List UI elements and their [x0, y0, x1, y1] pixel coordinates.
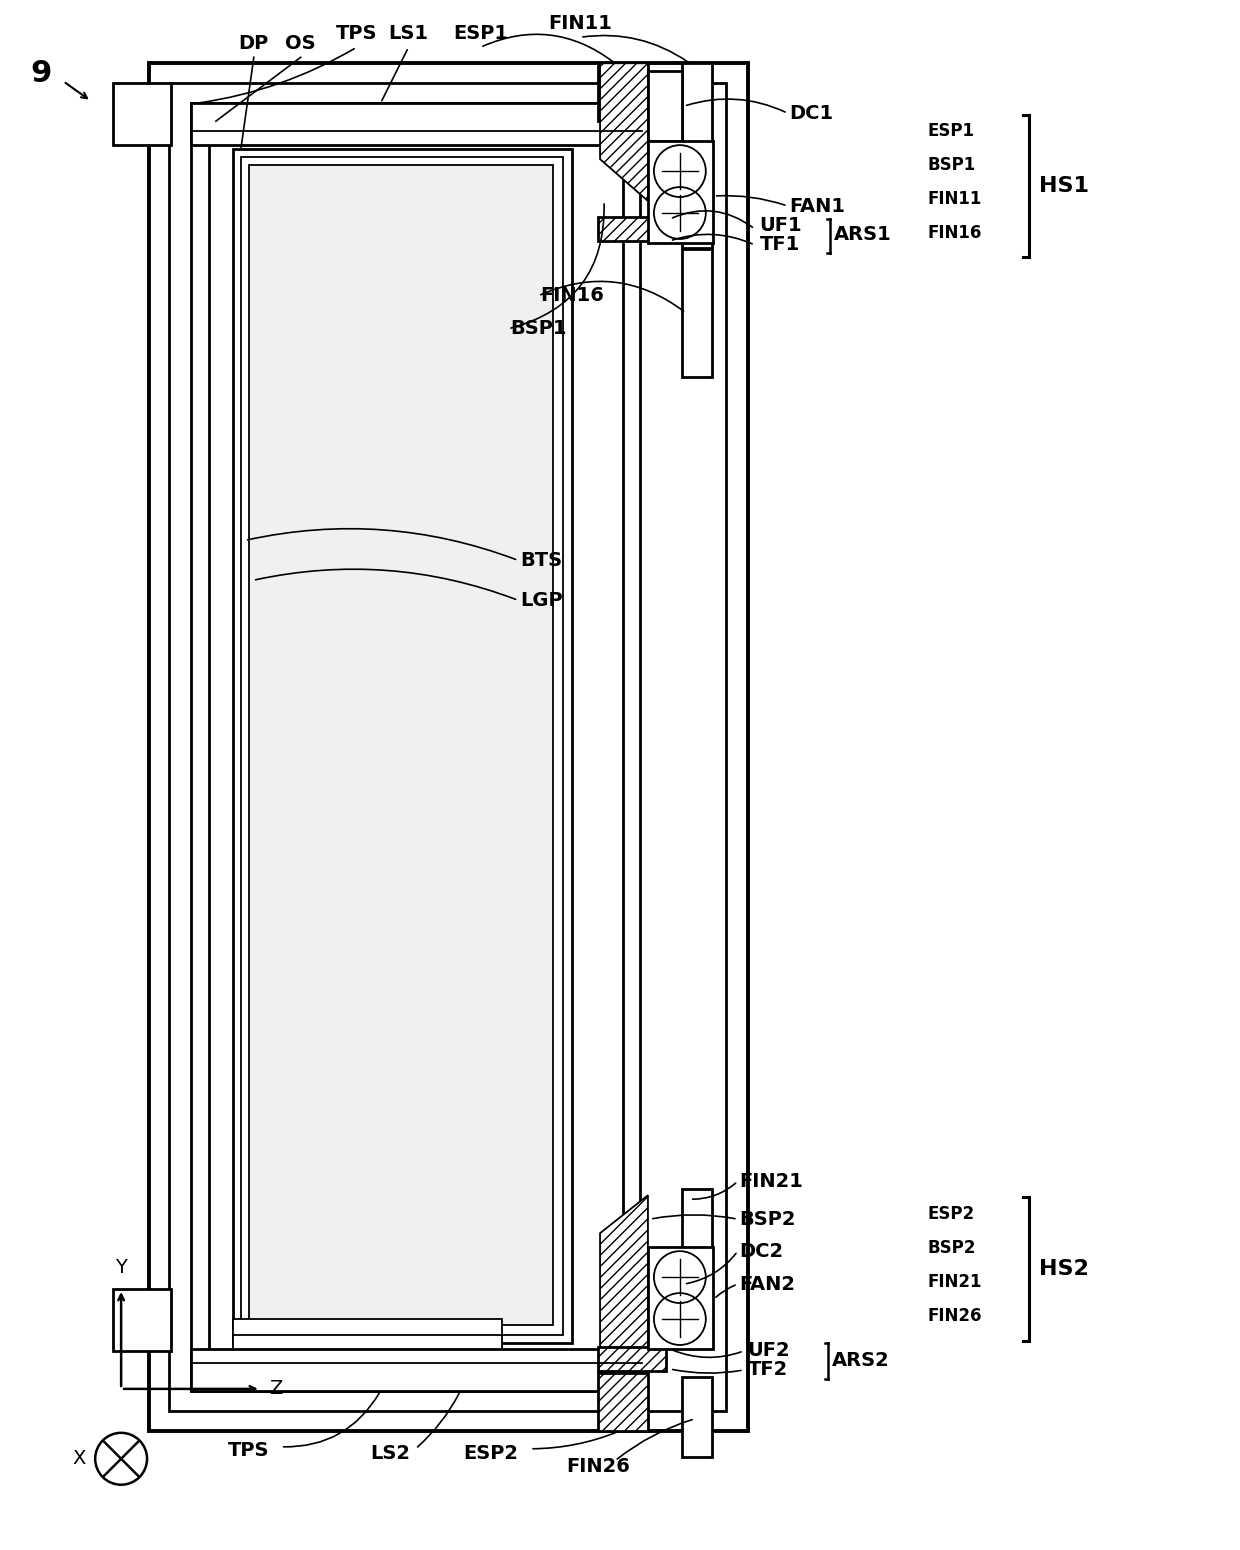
Text: DC2: DC2	[740, 1242, 784, 1260]
Bar	[598, 217, 666, 240]
Bar	[649, 1252, 682, 1324]
Bar	[149, 64, 748, 1431]
Bar	[682, 1189, 712, 1318]
Bar	[598, 1373, 649, 1431]
Text: FAN1: FAN1	[790, 197, 846, 215]
Bar	[191, 104, 642, 146]
Bar	[113, 84, 171, 146]
Text: BSP1: BSP1	[928, 157, 976, 174]
Bar	[169, 84, 725, 1410]
Bar	[191, 1348, 642, 1390]
Text: LS2: LS2	[371, 1445, 410, 1463]
Bar	[191, 104, 640, 1390]
Text: FIN26: FIN26	[567, 1457, 630, 1476]
Text: Z: Z	[269, 1380, 283, 1398]
Text: LS1: LS1	[388, 23, 429, 43]
Bar	[113, 1290, 171, 1352]
Bar	[682, 64, 712, 248]
Text: HS2: HS2	[1039, 1259, 1089, 1279]
Text: UF2: UF2	[748, 1341, 790, 1361]
Text: UF1: UF1	[760, 217, 802, 236]
Text: FAN2: FAN2	[740, 1274, 796, 1294]
Text: ARS2: ARS2	[832, 1352, 889, 1370]
Bar	[649, 1248, 713, 1348]
Text: ESP1: ESP1	[453, 23, 508, 43]
Bar	[249, 166, 553, 1325]
Text: ESP2: ESP2	[928, 1206, 975, 1223]
Text: BSP2: BSP2	[740, 1209, 796, 1229]
Text: HS1: HS1	[1039, 177, 1089, 195]
Text: ESP1: ESP1	[928, 122, 975, 140]
Text: FIN26: FIN26	[928, 1307, 982, 1325]
Text: FIN16: FIN16	[928, 223, 982, 242]
Bar	[233, 1319, 502, 1348]
Bar	[682, 1376, 712, 1457]
Text: DP: DP	[238, 34, 269, 53]
Bar	[682, 250, 712, 377]
Bar	[208, 121, 622, 1373]
Text: FIN11: FIN11	[928, 191, 982, 208]
Bar	[649, 71, 682, 141]
Text: BTS: BTS	[521, 550, 563, 570]
Text: TPS: TPS	[336, 23, 377, 43]
Bar	[649, 141, 713, 243]
Text: BSP1: BSP1	[510, 319, 567, 338]
Text: FIN16: FIN16	[541, 287, 604, 305]
Bar	[598, 1347, 666, 1370]
Text: TF2: TF2	[748, 1361, 787, 1380]
Text: ESP2: ESP2	[463, 1445, 518, 1463]
Bar	[233, 149, 572, 1342]
Bar	[241, 157, 563, 1335]
Text: DC1: DC1	[790, 104, 833, 122]
Text: FIN11: FIN11	[548, 14, 613, 33]
Text: FIN21: FIN21	[740, 1172, 804, 1190]
Polygon shape	[600, 1195, 649, 1348]
Text: 9: 9	[31, 59, 52, 88]
Polygon shape	[600, 64, 649, 202]
Text: TF1: TF1	[760, 236, 800, 254]
Text: OS: OS	[285, 34, 316, 53]
Text: LGP: LGP	[521, 591, 563, 609]
Text: TPS: TPS	[228, 1442, 269, 1460]
Text: BSP2: BSP2	[928, 1238, 976, 1257]
Text: Y: Y	[115, 1259, 126, 1277]
Text: X: X	[73, 1449, 87, 1468]
Text: ARS1: ARS1	[833, 225, 892, 245]
Bar	[598, 64, 649, 121]
Text: FIN21: FIN21	[928, 1273, 982, 1291]
